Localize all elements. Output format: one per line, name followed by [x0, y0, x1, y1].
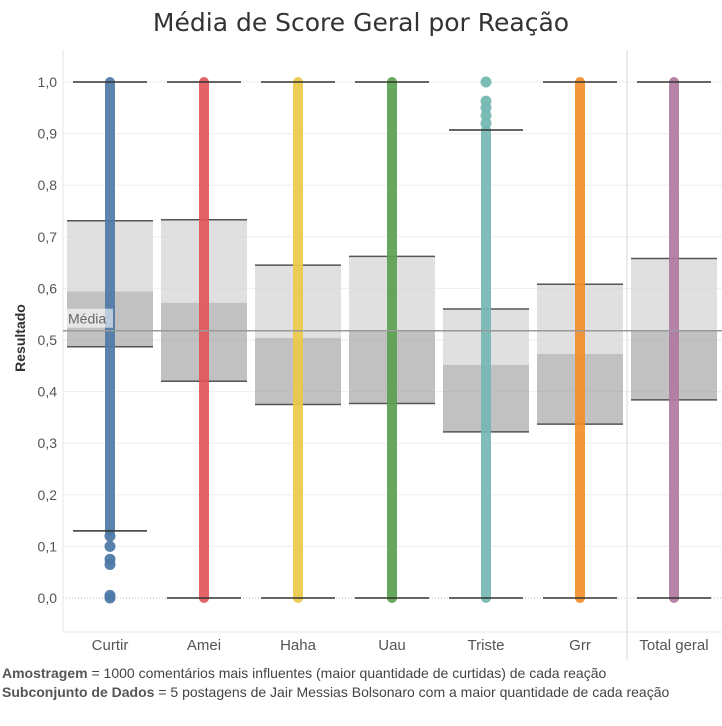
- y-tick-label: 0,2: [38, 487, 58, 503]
- chart-footer: Amostragem = 1000 comentários mais influ…: [2, 664, 720, 702]
- box-plot-chart: 0,0 0,1 0,2 0,3 0,4 0,5 0,6 0,7 0,8 0,9 1,0 Curtir A…: [38, 50, 722, 660]
- x-tick-label: Grr: [569, 637, 591, 654]
- y-tick-label: 0,3: [38, 435, 58, 451]
- y-tick-label: 0,1: [38, 538, 58, 554]
- y-tick-label: 0,9: [38, 126, 58, 142]
- outlier-point: [480, 76, 492, 88]
- outlier-point: [480, 117, 492, 129]
- footer-sample-note: Amostragem = 1000 comentários mais influ…: [2, 665, 607, 681]
- x-tick-label: Triste: [468, 637, 505, 654]
- x-tick-label: Total geral: [639, 637, 708, 654]
- x-tick-label: Uau: [378, 637, 406, 654]
- outlier-point: [480, 95, 492, 107]
- outlier-point: [104, 553, 116, 565]
- outlier-point: [104, 540, 116, 552]
- y-tick-label: 0,6: [38, 280, 58, 296]
- outlier-point: [480, 110, 492, 122]
- reference-line-label: Média: [68, 311, 106, 327]
- outlier-point: [104, 530, 116, 542]
- y-tick-label: 0,7: [38, 229, 58, 245]
- y-tick-label: 0,0: [38, 590, 58, 606]
- y-tick-label: 0,5: [38, 332, 58, 348]
- x-tick-label: Amei: [187, 637, 221, 654]
- outlier-point: [104, 589, 116, 601]
- footer-subset-note: Subconjunto de Dados = 5 postagens de Ja…: [2, 684, 670, 700]
- y-tick-label: 1,0: [38, 74, 58, 90]
- reference-label-bg: [65, 308, 113, 328]
- y-tick-label: 0,8: [38, 177, 58, 193]
- x-tick-label: Curtir: [92, 637, 129, 654]
- x-tick-label: Haha: [280, 637, 317, 654]
- chart-title: Média de Score Geral por Reação: [152, 8, 570, 37]
- y-tick-label: 0,4: [38, 384, 58, 400]
